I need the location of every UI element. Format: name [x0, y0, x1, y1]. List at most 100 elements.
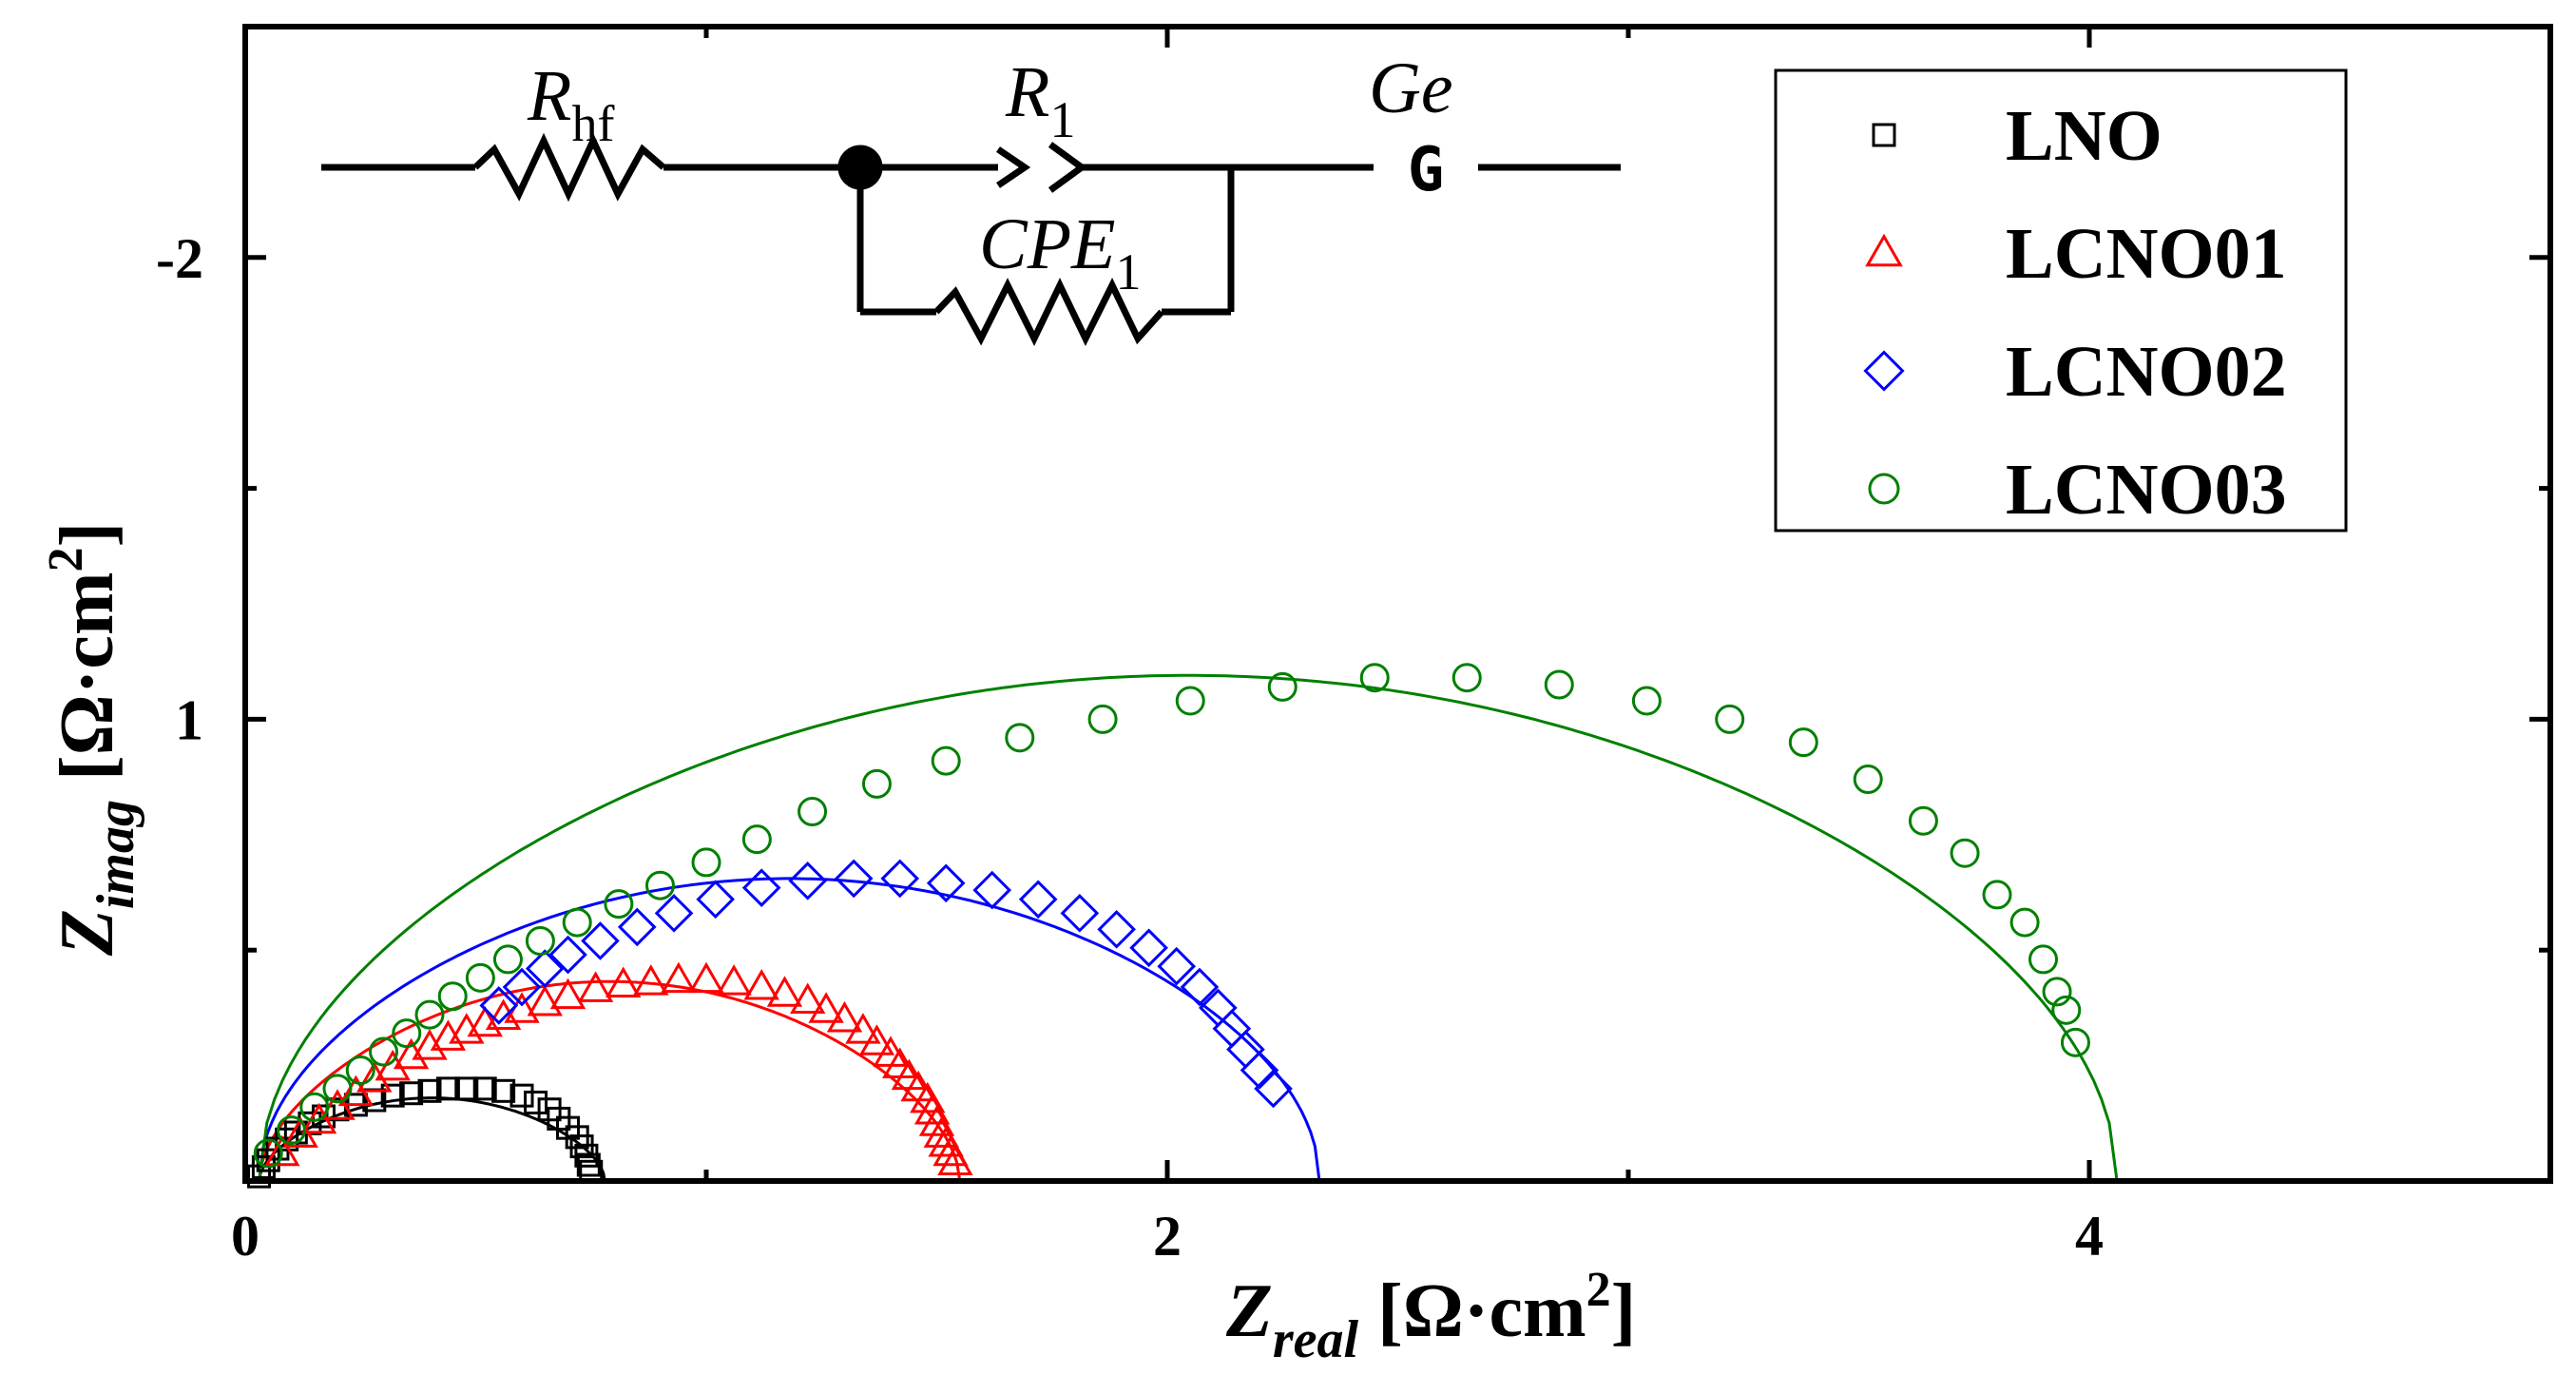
- data-point-lcno01: [808, 992, 844, 1023]
- x-tick-label: 0: [231, 1205, 260, 1268]
- data-point-lno: [454, 1076, 479, 1101]
- data-point-lcno03: [1267, 671, 1298, 702]
- data-point-lcno01: [661, 961, 697, 994]
- data-point-lcno02: [1226, 1030, 1265, 1069]
- legend-label-lcno01: LCNO01: [2006, 214, 2287, 294]
- data-point-lcno03: [562, 907, 592, 938]
- data-point-lcno03: [691, 847, 721, 878]
- legend-marker-lno: [1872, 123, 1896, 147]
- data-point-lcno03: [604, 889, 634, 920]
- equivalent-circuit-diagram: [321, 132, 1621, 346]
- data-point-lcno01: [716, 964, 752, 996]
- data-point-lcno01: [606, 966, 642, 998]
- data-point-lcno03: [1359, 663, 1390, 693]
- data-point-lcno03: [1908, 805, 1938, 836]
- data-point-lcno02: [1157, 946, 1197, 986]
- data-point-lcno03: [1715, 704, 1745, 734]
- data-point-lcno02: [548, 935, 587, 975]
- data-point-lcno02: [1129, 928, 1168, 968]
- label-rhf: Rhf: [527, 56, 614, 152]
- data-point-lcno02: [741, 868, 781, 907]
- data-point-lcno03: [492, 944, 523, 975]
- data-point-lcno02: [1018, 880, 1058, 920]
- data-point-lcno02: [479, 986, 519, 1025]
- data-point-lcno01: [913, 1094, 951, 1125]
- legend-marker-lcno02: [1863, 350, 1905, 392]
- data-point-lcno03: [2051, 995, 2082, 1025]
- data-point-lcno01: [412, 1029, 448, 1060]
- data-point-lno: [251, 1154, 276, 1179]
- x-axis-title: Zreal [Ω·cm2]: [1225, 1263, 1636, 1369]
- data-point-lcno02: [1254, 1069, 1293, 1109]
- data-point-lcno01: [264, 1134, 300, 1167]
- data-point-lcno03: [645, 870, 675, 900]
- data-point-lcno03: [1631, 686, 1662, 716]
- data-point-lcno03: [861, 768, 892, 799]
- data-point-lno: [524, 1090, 548, 1114]
- data-point-lcno03: [414, 999, 445, 1030]
- y-tick-label: 1: [175, 688, 203, 751]
- data-point-lcno02: [788, 862, 828, 900]
- data-point-lno: [491, 1078, 516, 1103]
- x-tick-label: 4: [2075, 1205, 2104, 1268]
- data-point-lcno03: [2009, 907, 2040, 938]
- axis-tick-labels: 0 2 4 1 -2: [156, 227, 2104, 1268]
- r1-arrow: [996, 146, 1031, 188]
- data-point-lcno02: [972, 870, 1012, 910]
- data-point-lcno01: [910, 1081, 946, 1113]
- data-point-lcno03: [392, 1018, 422, 1049]
- data-point-lcno02: [1060, 894, 1100, 933]
- resistor-rhf: [472, 132, 666, 203]
- fit-line-lcno03: [258, 673, 2119, 1182]
- data-point-lcno01: [766, 976, 803, 1007]
- data-point-lcno03: [322, 1074, 353, 1104]
- data-point-lcno01: [790, 982, 826, 1015]
- data-point-lno: [435, 1076, 460, 1101]
- data-point-lcno01: [577, 971, 614, 1002]
- data-point-lcno02: [696, 880, 736, 920]
- r1-bracket: [1048, 142, 1087, 193]
- data-point-lcno03: [253, 1138, 283, 1169]
- data-point-lcno03: [299, 1092, 330, 1122]
- axis-ticks: [242, 27, 2553, 1181]
- data-point-lcno01: [845, 1013, 881, 1044]
- data-point-lcno03: [931, 745, 961, 776]
- data-point-lcno03: [1544, 669, 1574, 700]
- plot-frame: [242, 24, 2553, 1184]
- data-point-lcno03: [798, 797, 828, 827]
- data-point-lcno02: [1240, 1051, 1279, 1090]
- y-axis-title: Zimag [Ω·cm2]: [39, 522, 145, 957]
- data-point-lcno03: [1175, 686, 1205, 716]
- data-point-lcno01: [527, 984, 563, 1016]
- data-point-lno: [380, 1083, 405, 1108]
- data-point-lcno03: [525, 925, 555, 956]
- fit-line-lcno02: [258, 877, 1321, 1182]
- cpe1-element: [933, 277, 1164, 346]
- data-point-lno: [399, 1081, 424, 1106]
- data-point-lcno03: [1982, 880, 2012, 910]
- data-point-lcno03: [1853, 765, 1883, 795]
- data-point-lcno01: [688, 961, 724, 994]
- data-point-lcno02: [525, 949, 565, 988]
- data-point-lcno02: [880, 859, 920, 899]
- data-point-lcno02: [617, 907, 657, 947]
- data-point-lcno01: [858, 1024, 895, 1055]
- data-point-lcno01: [937, 1144, 973, 1175]
- data-point-lno: [576, 1152, 601, 1177]
- y-tick-label: -2: [156, 227, 203, 290]
- data-point-lcno03: [1788, 727, 1818, 758]
- legend-marker-lcno01: [1865, 233, 1903, 267]
- legend-label-lcno03: LCNO03: [2006, 450, 2287, 530]
- data-point-lcno02: [834, 859, 874, 899]
- legend-label-lcno02: LCNO02: [2006, 332, 2287, 412]
- data-point-lcno03: [277, 1115, 306, 1146]
- legend: LNO LCNO01 LCNO02 LCNO03: [1774, 68, 2348, 532]
- data-point-lcno02: [502, 967, 542, 1007]
- data-point-lcno03: [345, 1055, 375, 1085]
- circuit-junction-node: [837, 145, 883, 190]
- legend-box: [1774, 68, 2348, 532]
- data-point-lcno01: [549, 978, 586, 1010]
- data-point-lno: [417, 1078, 442, 1103]
- data-point-lcno02: [1180, 967, 1220, 1007]
